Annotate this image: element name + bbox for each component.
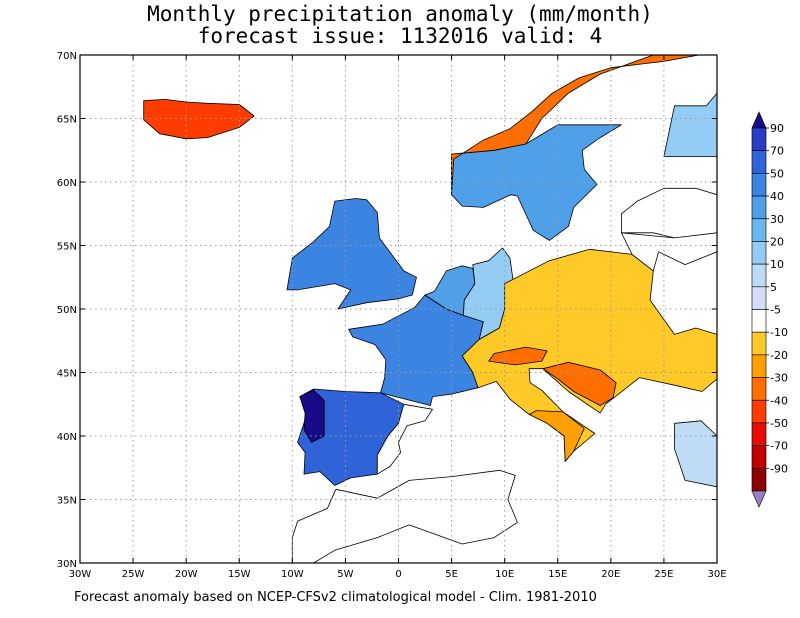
colorbar-label: -50: [770, 417, 788, 430]
colorbar-swatch: [751, 377, 767, 401]
colorbar-swatch: [751, 218, 767, 242]
colorbar-label: -90: [770, 462, 788, 475]
region-nw-iberia-maximum: [299, 389, 325, 443]
region-british-isles: [286, 198, 417, 310]
colorbar-label: -5: [770, 304, 781, 317]
y-tick-label: 35N: [57, 496, 77, 507]
x-tick-label: 15W: [228, 569, 251, 580]
region-central-europe: [461, 248, 717, 462]
x-tick-label: 25W: [122, 569, 145, 580]
y-tick-label: 65N: [57, 115, 77, 126]
colorbar-min-arrow: [751, 490, 767, 508]
x-tick-label: 10W: [281, 569, 304, 580]
colorbar-swatch: [751, 422, 767, 446]
x-tick-label: 20W: [175, 569, 198, 580]
colorbar-swatch: [751, 468, 767, 492]
map-subtitle: forecast issue: 1132016 valid: 4: [197, 24, 603, 48]
x-tick-label: 5E: [445, 569, 458, 580]
map-title: Monthly precipitation anomaly (mm/month): [147, 2, 653, 26]
colorbar-swatch: [751, 445, 767, 469]
colorbar-swatch: [751, 241, 767, 265]
region-balkans-core: [542, 361, 617, 406]
region-baltic-east-coast: [621, 232, 717, 272]
colorbar-swatch: [751, 354, 767, 378]
x-tick-label: 30E: [707, 569, 726, 580]
y-tick-label: 50N: [57, 305, 77, 316]
y-tick-label: 70N: [57, 51, 77, 62]
colorbar-swatch: [751, 173, 767, 197]
region-greece-turkey-east: [674, 420, 717, 488]
colorbar-swatch: [751, 399, 767, 424]
colorbar-swatch: [751, 127, 767, 151]
colorbar-label: -10: [770, 326, 788, 339]
colorbar-max-arrow: [751, 111, 767, 129]
colorbar-label: 10: [770, 258, 784, 271]
colorbar-label: 90: [770, 122, 784, 135]
colorbar-label: 50: [770, 167, 784, 180]
x-tick-label: 15E: [548, 569, 567, 580]
region-eastern-spain-coast: [376, 403, 433, 475]
colorbar-label: 5: [770, 281, 777, 294]
colorbar-label: 70: [770, 145, 784, 158]
region-norway-coast: [451, 55, 702, 196]
colorbar-swatch: [751, 263, 767, 288]
colorbar-label: -40: [770, 394, 788, 407]
region-alps: [488, 346, 548, 366]
region-russia-nw: [663, 92, 717, 158]
region-southern-italy: [528, 410, 585, 462]
colorbar-label: -70: [770, 440, 788, 453]
colorbar-swatch: [751, 331, 767, 356]
colorbar-swatch: [751, 150, 767, 174]
y-tick-label: 30N: [57, 559, 77, 570]
colorbar-label: -20: [770, 349, 788, 362]
colorbar-swatch: [751, 195, 767, 220]
colorbar-legend: 90 70 50 40 30 20 10 5 -5 -10 -20 -30 -40 -50 -70 -90: [751, 111, 788, 508]
colorbar-label: -30: [770, 372, 788, 385]
y-tick-label: 55N: [57, 242, 77, 253]
x-tick-label: 25E: [654, 569, 673, 580]
colorbar-swatch: [751, 286, 767, 310]
y-tick-label: 45N: [57, 369, 77, 380]
x-tick-label: 20E: [601, 569, 620, 580]
x-tick-label: 0: [395, 569, 401, 580]
x-tick-label: 10E: [495, 569, 514, 580]
x-tick-label: 30W: [69, 569, 92, 580]
colorbar-swatch: [751, 309, 767, 333]
y-tick-label: 40N: [57, 432, 77, 443]
region-baltic-states: [621, 187, 717, 240]
region-north-africa: [291, 469, 518, 563]
colorbar-label: 40: [770, 190, 784, 203]
region-iceland: [143, 99, 255, 140]
x-tick-label: 5W: [337, 569, 353, 580]
y-tick-label: 60N: [57, 178, 77, 189]
colorbar-label: 30: [770, 213, 784, 226]
colorbar-label: 20: [770, 235, 784, 248]
map-footer-note: Forecast anomaly based on NCEP-CFSv2 cli…: [74, 590, 597, 605]
